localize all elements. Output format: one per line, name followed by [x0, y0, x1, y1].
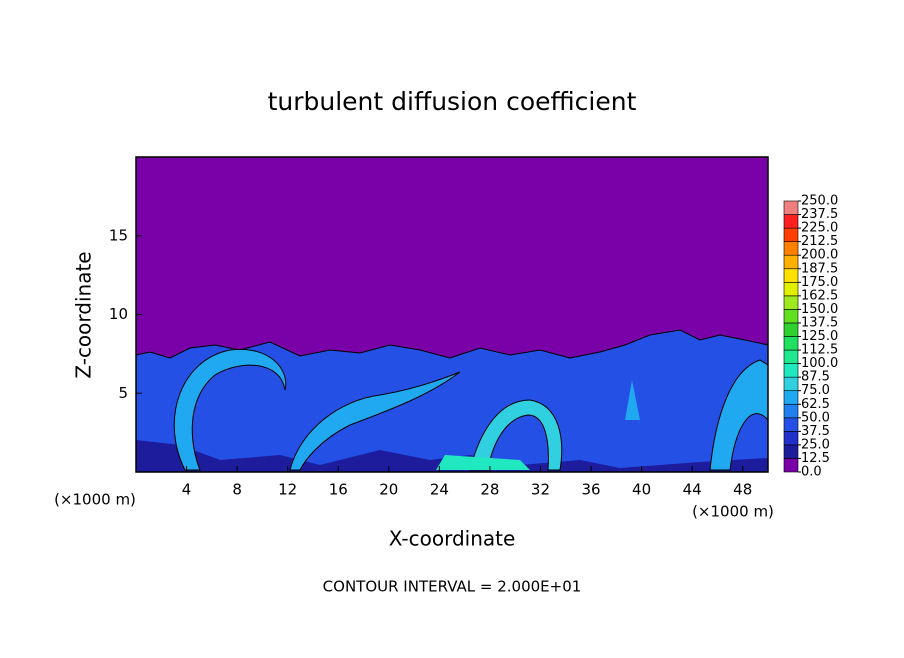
- x-axis-unit: (×1000 m): [692, 503, 774, 521]
- x-tick-label: 36: [581, 481, 600, 499]
- colorbar-band: [783, 390, 799, 405]
- colorbar-label: 12.5: [801, 451, 830, 466]
- y-axis-unit: (×1000 m): [54, 491, 136, 509]
- colorbar-label: 112.5: [801, 343, 838, 358]
- colorbar-label: 200.0: [801, 248, 838, 263]
- colorbar-band: [783, 431, 799, 446]
- colorbar-band: [783, 295, 799, 310]
- x-tick-label: 8: [232, 481, 242, 499]
- colorbar-label: 0.0: [801, 465, 822, 480]
- colorbar-band: [783, 309, 799, 324]
- footnote: CONTOUR INTERVAL = 2.000E+01: [323, 578, 582, 596]
- field: [135, 157, 769, 473]
- colorbar-band: [783, 200, 799, 215]
- field-swirl: [173, 348, 287, 471]
- colorbar-label: 187.5: [801, 261, 838, 276]
- field-swirl: [289, 371, 461, 471]
- y-axis-label: Z-coordinate: [72, 251, 96, 378]
- colorbar-band: [783, 268, 799, 283]
- y-tick-label: 10: [109, 305, 128, 323]
- colorbar-band: [783, 417, 799, 432]
- x-tick-label: 48: [733, 481, 752, 499]
- colorbar-band: [783, 322, 799, 337]
- colorbar-label: 150.0: [801, 302, 838, 317]
- colorbar-band: [783, 376, 799, 391]
- x-tick-label: 24: [430, 481, 449, 499]
- colorbar-band: [783, 363, 799, 378]
- colorbar-label: 212.5: [801, 234, 838, 249]
- colorbar-band: [783, 336, 799, 351]
- colorbar-band: [783, 458, 799, 473]
- chart-title: turbulent diffusion coefficient: [268, 87, 637, 116]
- x-tick-label: 32: [531, 481, 550, 499]
- x-tick-label: 12: [278, 481, 297, 499]
- x-tick-label: 44: [683, 481, 702, 499]
- x-tick-label: 4: [182, 481, 192, 499]
- x-tick-label: 20: [379, 481, 398, 499]
- colorbar-band: [783, 349, 799, 364]
- colorbar-label: 250.0: [801, 194, 838, 209]
- colorbar-label: 237.5: [801, 207, 838, 222]
- field-swirl: [436, 455, 530, 470]
- colorbar-label: 37.5: [801, 424, 830, 439]
- x-tick-label: 16: [329, 481, 348, 499]
- colorbar-label: 175.0: [801, 275, 838, 290]
- colorbar-label: 50.0: [801, 410, 830, 425]
- colorbar-band: [783, 444, 799, 459]
- colorbar-label: 62.5: [801, 397, 830, 412]
- x-tick-label: 28: [480, 481, 499, 499]
- field-region: [135, 329, 769, 473]
- y-tick-label: 15: [109, 226, 128, 244]
- colorbar-label: 87.5: [801, 370, 830, 385]
- colorbar-band: [783, 227, 799, 242]
- colorbar-label: 100.0: [801, 356, 838, 371]
- colorbar-band: [783, 254, 799, 270]
- colorbar-label: 225.0: [801, 221, 838, 236]
- colorbar-band: [783, 241, 799, 256]
- x-axis-label: X-coordinate: [389, 527, 516, 551]
- colorbar-label: 137.5: [801, 315, 838, 330]
- y-tick-label: 5: [118, 384, 128, 402]
- field-swirl: [625, 380, 640, 420]
- colorbar-band: [783, 403, 799, 419]
- colorbar-band: [783, 214, 799, 229]
- colorbar-label: 25.0: [801, 437, 830, 452]
- colorbar-label: 125.0: [801, 329, 838, 344]
- x-tick-label: 40: [632, 481, 651, 499]
- colorbar-label: 75.0: [801, 383, 830, 398]
- colorbar-band: [783, 281, 799, 297]
- field-swirl: [469, 399, 563, 471]
- colorbar-label: 162.5: [801, 288, 838, 303]
